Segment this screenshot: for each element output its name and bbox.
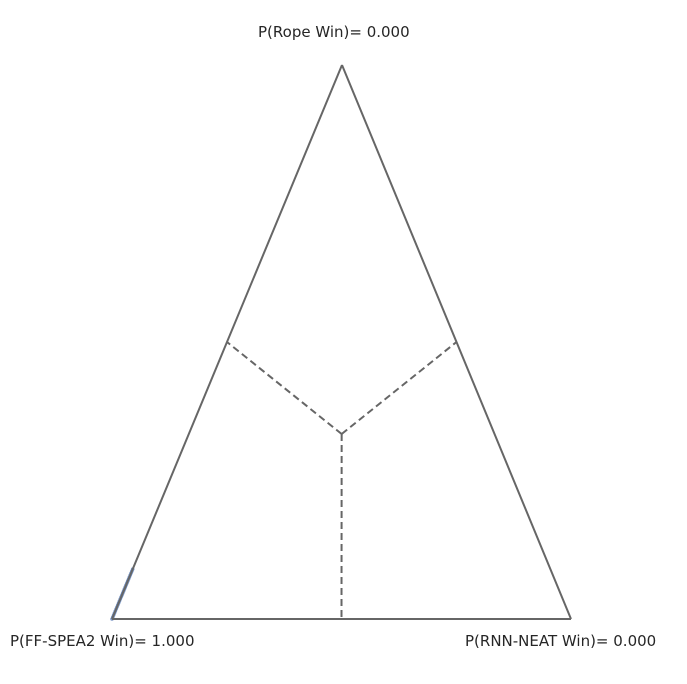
vertex-label-rnn-neat: P(RNN-NEAT Win)= 0.000 [465, 632, 657, 650]
vertex-label-ff-spea2: P(FF-SPEA2 Win)= 1.000 [10, 632, 195, 650]
center-line-right [341, 341, 458, 435]
vertex-label-rope: P(Rope Win)= 0.000 [258, 23, 410, 41]
triangle-frame [111, 64, 572, 620]
center-line-left [226, 341, 343, 435]
